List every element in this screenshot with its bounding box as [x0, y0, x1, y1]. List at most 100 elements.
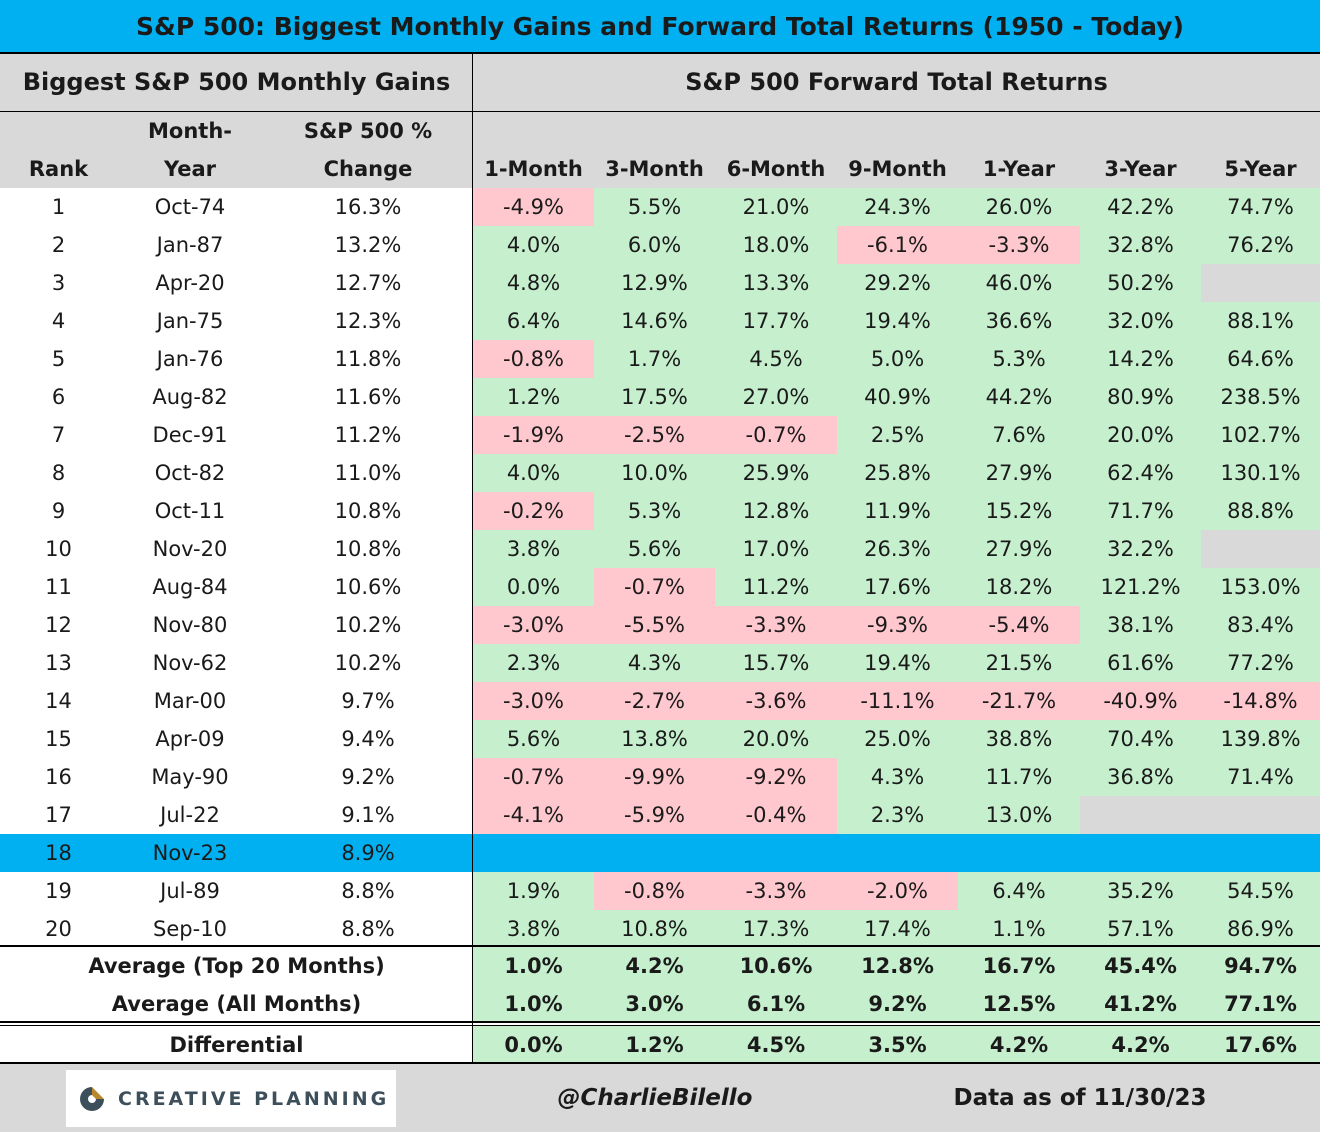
- month-year-cell: Nov-20: [152, 537, 228, 561]
- monthly-change-cell: 16.3%: [334, 195, 402, 219]
- creative-planning-logo: CREATIVE PLANNING: [66, 1070, 396, 1127]
- forward-return-cell: 25.8%: [837, 454, 958, 492]
- monthly-change-cell: 11.8%: [334, 347, 402, 371]
- forward-return-cell: 25.0%: [837, 720, 958, 758]
- forward-return-cell: 11.2%: [715, 568, 837, 606]
- col-change-header-line2: Change: [323, 157, 413, 181]
- forward-return-cell: 238.5%: [1201, 378, 1320, 416]
- forward-return-cell: 4.5%: [715, 340, 837, 378]
- forward-return-cell: 6.4%: [473, 302, 594, 340]
- forward-return-cell: 38.8%: [958, 720, 1080, 758]
- forward-return-cell: -0.7%: [473, 758, 594, 796]
- forward-return-cell: 17.0%: [715, 530, 837, 568]
- monthly-change-cell: 8.9%: [341, 841, 395, 865]
- summary-label: Average (All Months): [111, 992, 362, 1016]
- rank-cell: 4: [51, 309, 66, 333]
- forward-return-cell: -2.5%: [594, 416, 715, 454]
- forward-return-cell: 57.1%: [1080, 910, 1201, 948]
- forward-return-cell: 4.0%: [473, 226, 594, 264]
- month-year-cell: Jul-89: [160, 879, 220, 903]
- forward-return-cell: 2.3%: [473, 644, 594, 682]
- month-year-cell: Oct-82: [154, 461, 226, 485]
- author-handle: @CharlieBilello: [557, 1085, 753, 1111]
- forward-return-cell: 4.3%: [837, 758, 958, 796]
- forward-return-cell: -3.3%: [958, 226, 1080, 264]
- forward-return-cell: 26.3%: [837, 530, 958, 568]
- forward-return-cell: 4.0%: [473, 454, 594, 492]
- month-year-cell: Mar-00: [153, 689, 227, 713]
- title-divider: [0, 52, 1320, 54]
- forward-return-cell: 50.2%: [1080, 264, 1201, 302]
- forward-return-cell: 2.5%: [837, 416, 958, 454]
- rank-cell: 15: [45, 727, 72, 751]
- forward-return-cell: 18.0%: [715, 226, 837, 264]
- summary-value-cell: 1.0%: [473, 947, 594, 985]
- month-year-cell: Jan-75: [156, 309, 224, 333]
- month-year-cell: Jan-76: [156, 347, 224, 371]
- summary-value-cell: 41.2%: [1080, 985, 1201, 1023]
- month-year-cell: Jul-22: [160, 803, 220, 827]
- forward-return-cell: -0.8%: [473, 340, 594, 378]
- forward-return-cell: 15.2%: [958, 492, 1080, 530]
- forward-return-cell: 12.8%: [715, 492, 837, 530]
- differential-divider-top: [0, 1021, 1320, 1023]
- monthly-change-cell: 13.2%: [334, 233, 402, 257]
- forward-return-cell: 24.3%: [837, 188, 958, 226]
- rank-cell: 5: [51, 347, 66, 371]
- forward-return-cell: 74.7%: [1201, 188, 1320, 226]
- monthly-change-cell: 12.7%: [334, 271, 402, 295]
- forward-return-cell: -6.1%: [837, 226, 958, 264]
- forward-return-cell: 17.4%: [837, 910, 958, 948]
- rank-cell: 13: [45, 651, 72, 675]
- forward-return-cell: -0.2%: [473, 492, 594, 530]
- rank-cell: 17: [45, 803, 72, 827]
- forward-return-cell: [1201, 796, 1320, 834]
- forward-return-cell: 1.2%: [473, 378, 594, 416]
- monthly-change-cell: 10.2%: [334, 613, 402, 637]
- monthly-change-cell: 9.2%: [341, 765, 395, 789]
- forward-returns-header: S&P 500 Forward Total Returns: [473, 52, 1320, 112]
- monthly-change-cell: 10.8%: [334, 499, 402, 523]
- forward-return-cell: 21.0%: [715, 188, 837, 226]
- forward-return-cell: [1201, 264, 1320, 302]
- summary-value-cell: 4.5%: [715, 1026, 837, 1064]
- forward-return-cell: 7.6%: [958, 416, 1080, 454]
- forward-return-cell: 38.1%: [1080, 606, 1201, 644]
- forward-return-cell: 6.0%: [594, 226, 715, 264]
- monthly-change-cell: 10.8%: [334, 537, 402, 561]
- forward-return-cell: [1201, 834, 1320, 872]
- forward-return-cell: -11.1%: [837, 682, 958, 720]
- month-year-cell: Nov-62: [152, 651, 228, 675]
- forward-return-cell: 20.0%: [715, 720, 837, 758]
- forward-return-cell: 54.5%: [1201, 872, 1320, 910]
- summary-value-cell: 12.5%: [958, 985, 1080, 1023]
- col-forward-header: 1-Month: [484, 157, 583, 181]
- rank-cell: 9: [51, 499, 66, 523]
- summary-value-cell: 6.1%: [715, 985, 837, 1023]
- forward-return-cell: -5.4%: [958, 606, 1080, 644]
- monthly-change-cell: 10.6%: [334, 575, 402, 599]
- forward-return-cell: -0.7%: [594, 568, 715, 606]
- forward-return-cell: 44.2%: [958, 378, 1080, 416]
- forward-return-cell: -3.6%: [715, 682, 837, 720]
- month-year-cell: Nov-23: [152, 841, 228, 865]
- section-divider: [472, 52, 473, 1063]
- forward-return-cell: 32.2%: [1080, 530, 1201, 568]
- forward-return-cell: 0.0%: [473, 568, 594, 606]
- forward-return-cell: 11.9%: [837, 492, 958, 530]
- forward-return-cell: [594, 834, 715, 872]
- forward-return-cell: 102.7%: [1201, 416, 1320, 454]
- forward-return-cell: 19.4%: [837, 302, 958, 340]
- col-forward-header: 3-Month: [605, 157, 704, 181]
- forward-return-cell: [473, 834, 594, 872]
- footer-divider: [0, 1062, 1320, 1064]
- forward-return-cell: 76.2%: [1201, 226, 1320, 264]
- col-month-header-line2: Year: [163, 157, 217, 181]
- forward-return-cell: 139.8%: [1201, 720, 1320, 758]
- month-year-cell: Apr-09: [155, 727, 225, 751]
- forward-return-cell: 88.1%: [1201, 302, 1320, 340]
- forward-return-cell: 42.2%: [1080, 188, 1201, 226]
- footer-bar: CREATIVE PLANNING @CharlieBilello Data a…: [0, 1064, 1320, 1132]
- rank-cell: 8: [51, 461, 66, 485]
- forward-return-cell: -2.0%: [837, 872, 958, 910]
